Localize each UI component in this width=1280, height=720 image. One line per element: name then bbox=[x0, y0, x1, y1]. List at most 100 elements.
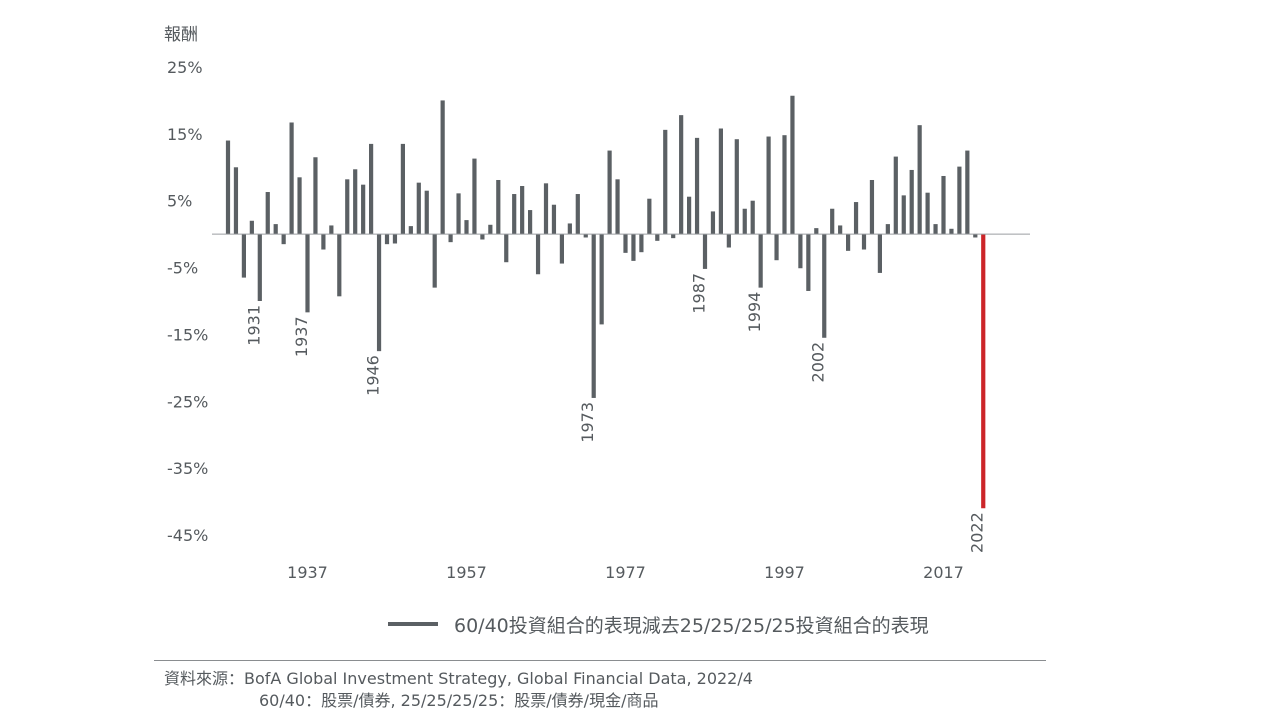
bar-2019 bbox=[957, 166, 962, 235]
bar-2018 bbox=[949, 228, 954, 235]
source-divider bbox=[154, 660, 1046, 661]
bar-1948 bbox=[392, 234, 398, 244]
x-tick-label: 1937 bbox=[287, 563, 328, 582]
bar-1973 bbox=[591, 234, 596, 398]
source-line-2: 60/40：股票/債券, 25/25/25/25：股票/債券/現金/商品 bbox=[259, 691, 659, 710]
bar-1938 bbox=[313, 157, 318, 235]
bar-1999 bbox=[798, 234, 803, 269]
bar-1936 bbox=[297, 177, 302, 235]
bar-2015 bbox=[925, 192, 930, 235]
bar-1939 bbox=[321, 234, 326, 250]
annotation-1987: 1987 bbox=[690, 273, 709, 314]
bar-1947 bbox=[384, 234, 390, 245]
bar-1955 bbox=[448, 234, 453, 243]
annotation-1994: 1994 bbox=[745, 292, 764, 333]
bar-1933 bbox=[273, 224, 278, 235]
bar-1992 bbox=[742, 208, 747, 235]
bar-1988 bbox=[710, 211, 716, 235]
bar-2008 bbox=[869, 179, 875, 235]
bar-1998 bbox=[790, 95, 795, 235]
bar-1997 bbox=[782, 135, 787, 235]
annotation-1973: 1973 bbox=[578, 402, 597, 443]
legend-swatch bbox=[388, 622, 438, 626]
annotation-1937: 1937 bbox=[292, 316, 311, 357]
bar-1981 bbox=[655, 234, 660, 241]
bar-1951 bbox=[416, 182, 421, 235]
y-tick-label: -5% bbox=[167, 259, 198, 278]
y-axis-label: 報酬 bbox=[164, 25, 198, 45]
bar-1990 bbox=[726, 234, 731, 248]
bar-1985 bbox=[687, 196, 692, 235]
bar-1927 bbox=[225, 140, 231, 235]
bar-1949 bbox=[400, 143, 405, 235]
bar-1929 bbox=[241, 234, 246, 278]
bar-2007 bbox=[861, 234, 867, 250]
bar-2000 bbox=[806, 234, 811, 291]
bar-1972 bbox=[583, 234, 588, 238]
bar-1937 bbox=[305, 234, 310, 313]
x-tick-label: 1997 bbox=[764, 563, 805, 582]
y-tick-label: 15% bbox=[167, 125, 203, 144]
legend: 60/40投資組合的表現減去25/25/25/25投資組合的表現 bbox=[388, 611, 929, 637]
bar-1959 bbox=[480, 234, 485, 240]
bar-1961 bbox=[496, 179, 501, 235]
bar-2006 bbox=[853, 202, 859, 235]
bar-1996 bbox=[774, 234, 779, 261]
bar-1971 bbox=[575, 194, 580, 235]
bar-1956 bbox=[456, 193, 461, 235]
bar-1967 bbox=[543, 183, 549, 235]
bar-2004 bbox=[838, 225, 843, 235]
bar-2011 bbox=[893, 156, 898, 235]
annotation-1931: 1931 bbox=[244, 305, 263, 346]
bar-1931 bbox=[257, 234, 262, 301]
source-line-1: 資料來源：BofA Global Investment Strategy, Gl… bbox=[164, 669, 753, 688]
bar-1984 bbox=[679, 115, 684, 235]
bar-1963 bbox=[512, 194, 517, 235]
bar-1935 bbox=[289, 122, 294, 235]
bar-1978 bbox=[631, 234, 636, 261]
y-tick-label: -35% bbox=[167, 459, 208, 478]
bar-1952 bbox=[424, 190, 429, 235]
bar-1950 bbox=[408, 226, 413, 235]
bar-1943 bbox=[353, 169, 358, 235]
bar-1941 bbox=[337, 234, 342, 297]
bar-1958 bbox=[472, 158, 477, 235]
bar-1980 bbox=[647, 198, 652, 235]
bar-1957 bbox=[464, 220, 469, 235]
bar-1982 bbox=[663, 129, 668, 235]
bar-1942 bbox=[345, 179, 350, 235]
bar-2014 bbox=[917, 125, 922, 235]
bar-1969 bbox=[559, 234, 564, 264]
bar-2010 bbox=[885, 224, 890, 235]
bar-1934 bbox=[281, 234, 286, 245]
bar-1962 bbox=[504, 234, 509, 263]
annotation-2022: 2022 bbox=[968, 512, 987, 553]
annotation-2002: 2002 bbox=[809, 342, 828, 383]
x-tick-label: 1957 bbox=[446, 563, 487, 582]
bar-1987 bbox=[702, 234, 708, 269]
bar-1994 bbox=[758, 234, 763, 288]
bar-1968 bbox=[551, 204, 557, 235]
bar-2012 bbox=[901, 195, 906, 235]
bar-1928 bbox=[233, 167, 239, 235]
y-tick-label: -45% bbox=[167, 526, 208, 545]
bar-2001 bbox=[814, 228, 819, 235]
bar-1991 bbox=[734, 139, 739, 235]
bar-1993 bbox=[750, 200, 755, 235]
bar-1979 bbox=[639, 234, 644, 253]
bar-1953 bbox=[432, 234, 437, 288]
bar-1995 bbox=[766, 136, 771, 235]
bar-1989 bbox=[718, 128, 723, 235]
bar-2005 bbox=[846, 234, 851, 251]
bar-2017 bbox=[941, 175, 946, 235]
bar-1976 bbox=[615, 179, 620, 235]
source-note: 資料來源：BofA Global Investment Strategy, Gl… bbox=[164, 668, 753, 712]
y-tick-label: -25% bbox=[167, 392, 208, 411]
bar-1966 bbox=[535, 234, 541, 275]
bar-2009 bbox=[877, 234, 882, 273]
y-tick-label: 5% bbox=[167, 192, 192, 211]
y-tick-label: -15% bbox=[167, 325, 208, 344]
bar-1940 bbox=[329, 225, 334, 235]
bar-1970 bbox=[567, 223, 572, 235]
